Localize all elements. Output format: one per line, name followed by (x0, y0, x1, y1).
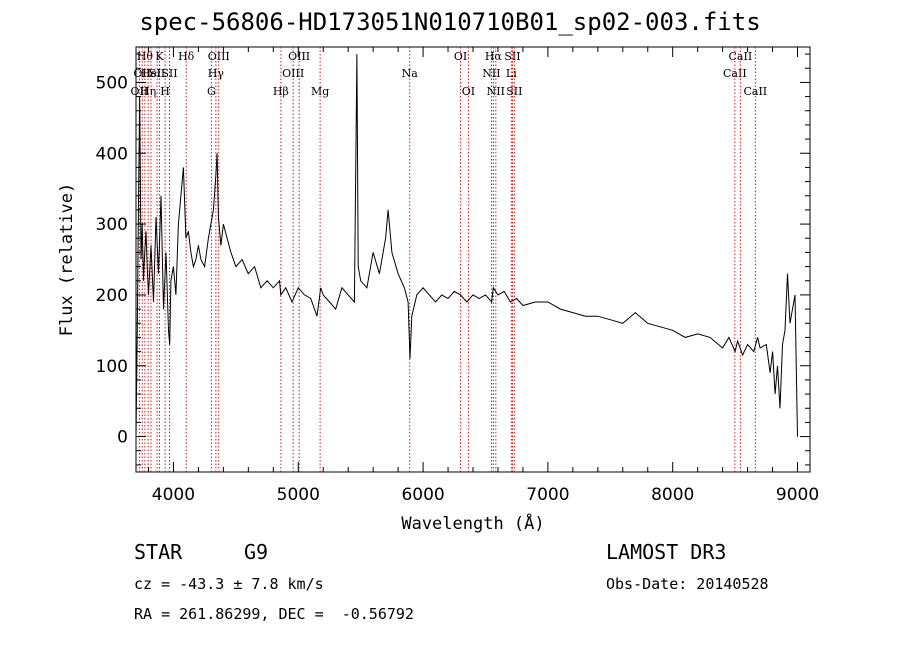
plot-frame (135, 46, 811, 473)
x-tick-label: 4000 (152, 485, 195, 505)
y-tick-label: 500 (96, 73, 128, 93)
redshift-info: cz = -43.3 ± 7.8 km/s (134, 575, 324, 593)
spectral-line-label: NII (487, 85, 505, 98)
spectral-line-label: K (155, 50, 164, 63)
spectral-line-label: OI (462, 85, 475, 98)
y-tick-label: 200 (96, 286, 128, 306)
y-tick-label: 300 (96, 215, 128, 235)
spectral-line-label: Na (402, 67, 419, 80)
y-axis-label: Flux (relative) (57, 183, 77, 337)
x-tick-label: 6000 (401, 485, 444, 505)
chart-title: spec-56806-HD173051N010710B01_sp02-003.f… (139, 8, 761, 36)
spectral-line-label: G (207, 85, 216, 98)
spectral-line-label: Hγ (208, 67, 225, 80)
spectral-line-label: H (160, 85, 170, 98)
spectral-line-label: OIII (282, 67, 304, 80)
spectral-line-label: CaII (743, 85, 767, 98)
spectral-line-label: SII (149, 67, 165, 80)
spectral-line-label: CaII (723, 67, 747, 80)
flux-series-line (135, 54, 798, 437)
spectral-line-label: OI (454, 50, 467, 63)
spectral-line-label: Hδ (178, 50, 195, 63)
spectral-line-label: Hβ (273, 85, 289, 98)
spectral-line-label: SII (161, 67, 177, 80)
spectral-line-label: CaII (729, 50, 753, 63)
x-axis-label: Wavelength (Å) (401, 512, 544, 534)
x-tick-label: 7000 (526, 485, 569, 505)
y-tick-label: 400 (96, 144, 128, 164)
star-class: STAR (134, 540, 183, 564)
star-subclass: G9 (244, 540, 269, 564)
survey-name: LAMOST DR3 (606, 540, 727, 564)
spectral-line-label: Mg (311, 85, 329, 98)
x-tick-label: 8000 (651, 485, 694, 505)
coordinates: RA = 261.86299, DEC = -0.56792 (134, 605, 414, 623)
y-tick-label: 100 (96, 357, 128, 377)
x-tick-label: 5000 (277, 485, 320, 505)
spectral-line-label: SII (504, 50, 520, 63)
spectral-line-label: OII (133, 67, 151, 80)
spectral-line-label: NII (482, 67, 500, 80)
spectral-line-label: Hθ (137, 50, 154, 63)
spectral-line-label: SII (506, 85, 522, 98)
spectral-line-label: Li (506, 67, 517, 80)
spectral-line-label: OII (131, 85, 149, 98)
spectral-line-label: OIII (288, 50, 310, 63)
obs-date: Obs-Date: 20140528 (606, 575, 769, 593)
spectral-line-label: HeI (141, 67, 161, 80)
spectral-line-label: Hα (485, 50, 503, 63)
spectral-line-label: Hη (140, 85, 156, 98)
x-tick-label: 9000 (776, 485, 819, 505)
spectral-line-label: OIII (208, 50, 230, 63)
y-tick-label: 0 (117, 428, 128, 448)
